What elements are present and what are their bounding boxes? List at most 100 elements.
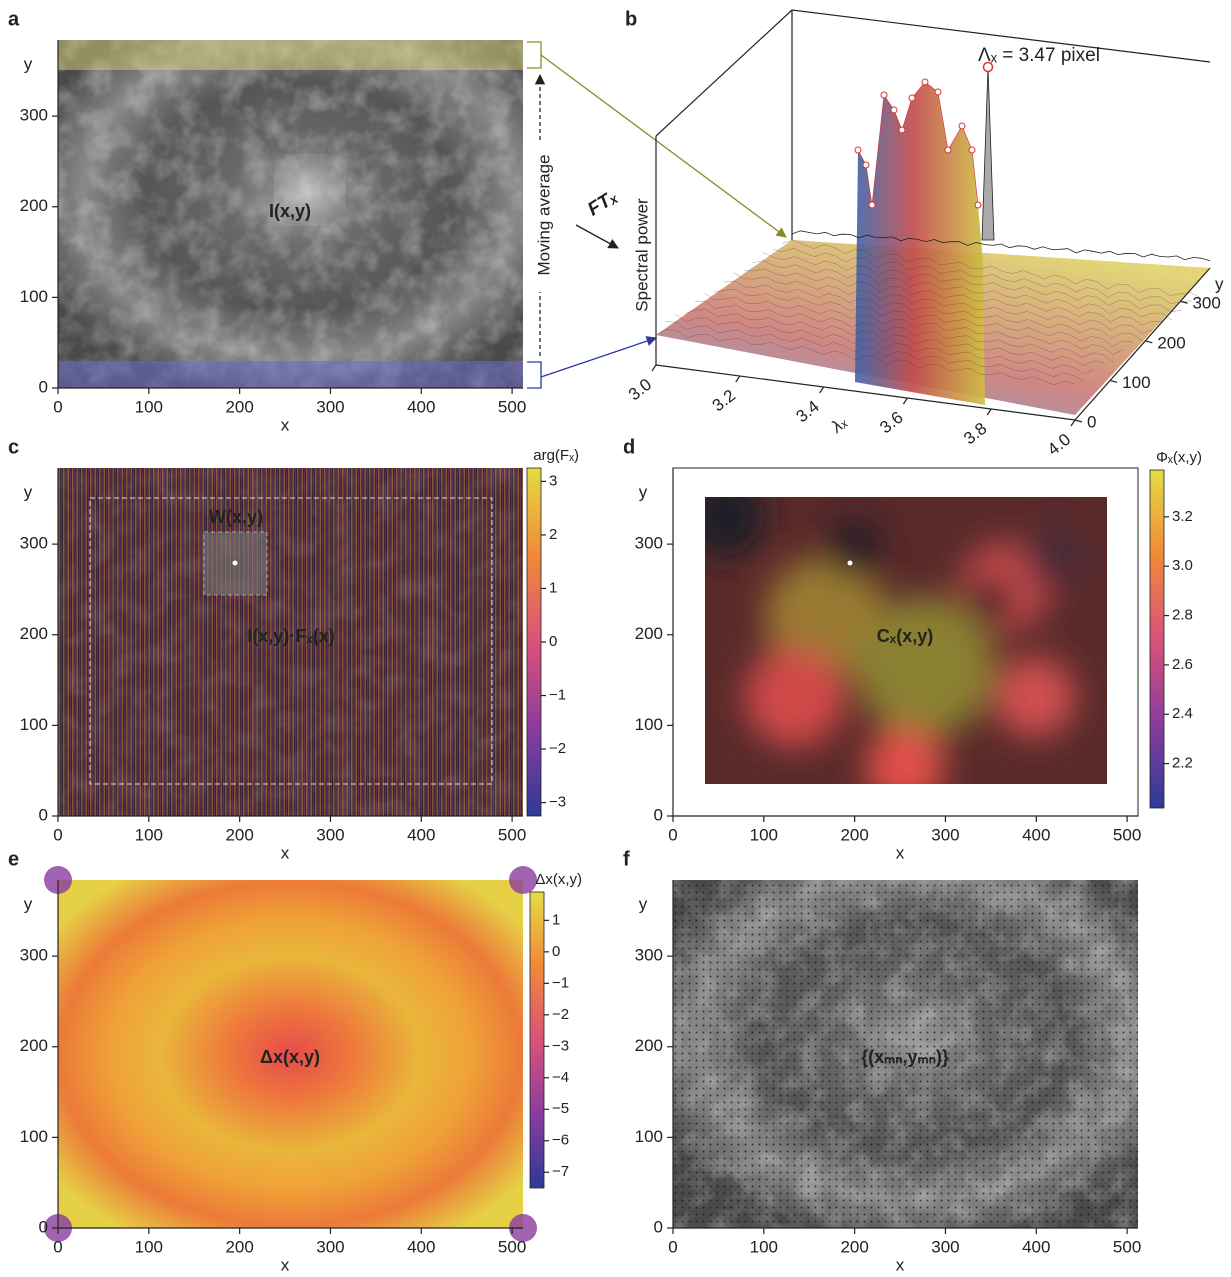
ridge-point	[969, 147, 975, 153]
x-tick-label: 400	[1022, 1237, 1050, 1256]
y-tick-label: 200	[635, 1036, 663, 1055]
x-tick-label: 500	[498, 397, 526, 416]
x-tick-label: 200	[225, 397, 253, 416]
y-tick-label: 0	[654, 805, 663, 824]
colorbar	[530, 892, 544, 1188]
x-tick-label: 400	[1022, 825, 1050, 844]
y-tick-label: 200	[1157, 333, 1185, 352]
y-tick-label: 200	[20, 196, 48, 215]
y-tick-label: 100	[20, 1127, 48, 1146]
y-tick	[1145, 341, 1152, 343]
colorbar	[527, 468, 541, 816]
colorbar-tick-label: −5	[552, 1100, 569, 1117]
x-tick-label: 300	[931, 825, 959, 844]
y-axis-label: y	[24, 482, 33, 501]
colorbar-label: Φₓ(x,y)	[1156, 449, 1202, 466]
y-tick-label: 100	[635, 715, 663, 734]
surface-spike	[982, 67, 994, 240]
colorbar-tick-label: 0	[549, 633, 557, 650]
panel-label: f	[623, 848, 630, 870]
ridge-point	[881, 92, 887, 98]
x-tick-label: 0	[668, 825, 677, 844]
x-tick-label: 500	[1113, 1237, 1141, 1256]
ridge-point	[899, 127, 905, 133]
y-tick-label: 300	[1192, 294, 1220, 313]
y-tick-label: 100	[1122, 373, 1150, 392]
colorbar-tick-label: 2.4	[1172, 705, 1193, 722]
x-tick-label: 4.0	[1044, 430, 1074, 460]
y-tick-label: 300	[635, 946, 663, 965]
x-axis-label: x	[281, 1255, 290, 1274]
y-tick-label: 0	[39, 377, 48, 396]
y-tick-label: 200	[635, 624, 663, 643]
z-axis-label: Spectral power	[632, 198, 651, 312]
x-tick	[820, 387, 824, 393]
x-tick-label: 100	[135, 825, 163, 844]
colorbar-tick-label: 1	[552, 911, 560, 928]
colorbar-tick-label: −2	[552, 1006, 569, 1023]
colorbar-tick-label: −3	[552, 1037, 569, 1054]
ridge-point	[891, 107, 897, 113]
colorbar	[1150, 470, 1164, 808]
x-tick-label: 400	[407, 1237, 435, 1256]
y-tick-label: 0	[39, 1217, 48, 1236]
panel-label: d	[623, 436, 635, 458]
x-tick-label: 500	[1113, 825, 1141, 844]
ridge-point	[935, 89, 941, 95]
x-tick	[903, 398, 907, 404]
annotation: Δx(x,y)	[260, 1047, 320, 1067]
x-tick-label: 3.8	[960, 419, 990, 449]
y-tick-label: 200	[20, 624, 48, 643]
y-tick-label: 100	[635, 1127, 663, 1146]
panel-label: e	[8, 848, 19, 870]
panel-label: a	[8, 8, 20, 30]
annotation: Λₓ = 3.47 pixel	[978, 45, 1100, 66]
x-tick-label: 0	[53, 397, 62, 416]
y-tick-label: 300	[635, 534, 663, 553]
colorbar-tick-label: 0	[552, 943, 560, 960]
x-tick-label: 100	[750, 1237, 778, 1256]
ridge-point	[855, 147, 861, 153]
colorbar-tick-label: −7	[552, 1163, 569, 1180]
ridge-point	[945, 147, 951, 153]
colorbar-tick-label: 1	[549, 579, 557, 596]
x-tick-label: 300	[316, 1237, 344, 1256]
colorbar-tick-label: 3.0	[1172, 557, 1193, 574]
y-tick	[1075, 420, 1082, 422]
y-tick-label: 0	[1087, 412, 1096, 431]
y-tick-label: 200	[20, 1036, 48, 1055]
y-axis-label: y	[639, 894, 648, 913]
x-tick	[1071, 420, 1075, 426]
y-tick-label: 300	[20, 534, 48, 553]
x-tick-label: 3.2	[709, 386, 739, 416]
colorbar-tick-label: 3.2	[1172, 508, 1193, 525]
x-axis-label: x	[896, 1255, 905, 1274]
arrow	[576, 225, 618, 248]
annotation: Cₓ(x,y)	[877, 626, 934, 646]
x-tick-label: 200	[840, 1237, 868, 1256]
y-tick-label: 100	[20, 715, 48, 734]
ridge-point	[922, 79, 928, 85]
x-tick-label: 200	[840, 825, 868, 844]
x-tick-label: 300	[931, 1237, 959, 1256]
annotation: {(xₘₙ,yₘₙ)}	[861, 1047, 949, 1067]
x-axis-label: x	[281, 843, 290, 862]
colorbar-tick-label: 2.6	[1172, 656, 1193, 673]
y-axis-label: y	[639, 482, 648, 501]
ridge-point	[869, 202, 875, 208]
x-tick-label: 300	[316, 825, 344, 844]
colorbar-tick-label: 2.8	[1172, 607, 1193, 624]
colorbar-tick-label: −1	[549, 687, 566, 704]
y-axis-label: y	[24, 894, 33, 913]
ridge-point	[959, 123, 965, 129]
annotation: I(x,y)·Fₓ(x)	[247, 626, 335, 646]
ridge-point	[975, 202, 981, 208]
x-tick-label: 0	[53, 825, 62, 844]
x-axis-label: x	[896, 843, 905, 862]
x-tick-label: 200	[225, 1237, 253, 1256]
y-axis-label: y	[1215, 274, 1224, 293]
colorbar-tick-label: 2.2	[1172, 755, 1193, 772]
y-tick-label: 0	[654, 1217, 663, 1236]
x-tick	[652, 365, 656, 371]
annotation: Moving average	[534, 155, 553, 276]
